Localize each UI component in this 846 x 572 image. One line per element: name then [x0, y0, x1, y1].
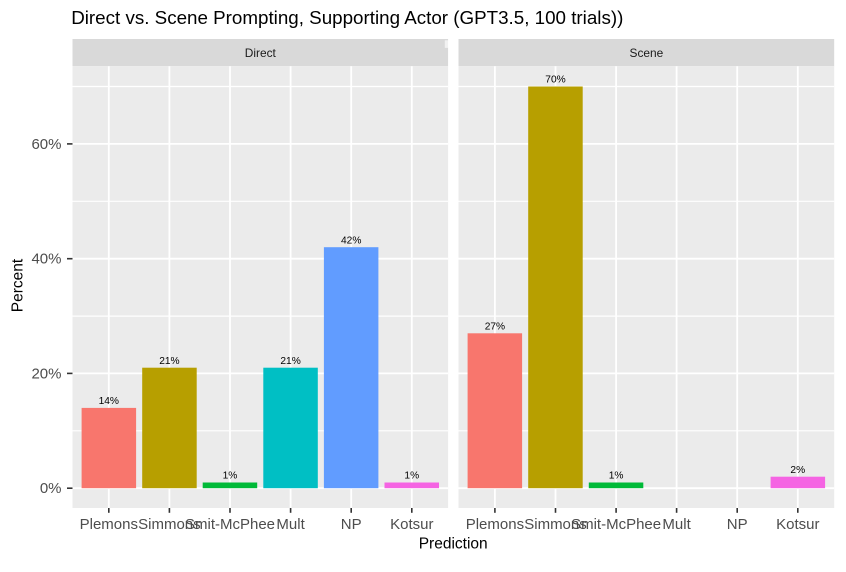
svg-text:Smit-McPhee: Smit-McPhee [185, 516, 275, 533]
svg-text:NP: NP [341, 516, 362, 533]
svg-text:Kotsur: Kotsur [390, 516, 433, 533]
svg-text:Simmons: Simmons [524, 516, 587, 533]
svg-text:Smit-McPhee: Smit-McPhee [571, 516, 661, 533]
svg-text:Mult: Mult [276, 516, 305, 533]
svg-text:Scene: Scene [630, 46, 664, 60]
svg-text:Direct vs. Scene Prompting, Su: Direct vs. Scene Prompting, Supporting A… [71, 7, 623, 28]
svg-text:NP: NP [727, 516, 748, 533]
svg-text:21%: 21% [159, 356, 179, 367]
svg-text:20%: 20% [31, 365, 61, 382]
svg-text:40%: 40% [31, 251, 61, 268]
svg-text:Simmons: Simmons [138, 516, 201, 533]
svg-text:Direct: Direct [245, 46, 277, 60]
svg-text:1%: 1% [609, 471, 624, 482]
svg-text:60%: 60% [31, 136, 61, 153]
svg-text:Kotsur: Kotsur [776, 516, 819, 533]
svg-text:Mult: Mult [662, 516, 691, 533]
svg-text:Plemons: Plemons [466, 516, 524, 533]
svg-text:1%: 1% [404, 471, 419, 482]
svg-text:0%: 0% [40, 480, 62, 497]
svg-text:42%: 42% [341, 235, 361, 246]
svg-text:Prediction: Prediction [419, 536, 488, 553]
svg-text:Percent: Percent [9, 258, 26, 312]
svg-text:14%: 14% [99, 396, 119, 407]
svg-text:1%: 1% [223, 471, 238, 482]
svg-text:Plemons: Plemons [80, 516, 138, 533]
svg-text:70%: 70% [545, 75, 565, 86]
svg-text:21%: 21% [280, 356, 300, 367]
svg-text:2%: 2% [790, 465, 805, 476]
svg-text:27%: 27% [485, 322, 505, 333]
